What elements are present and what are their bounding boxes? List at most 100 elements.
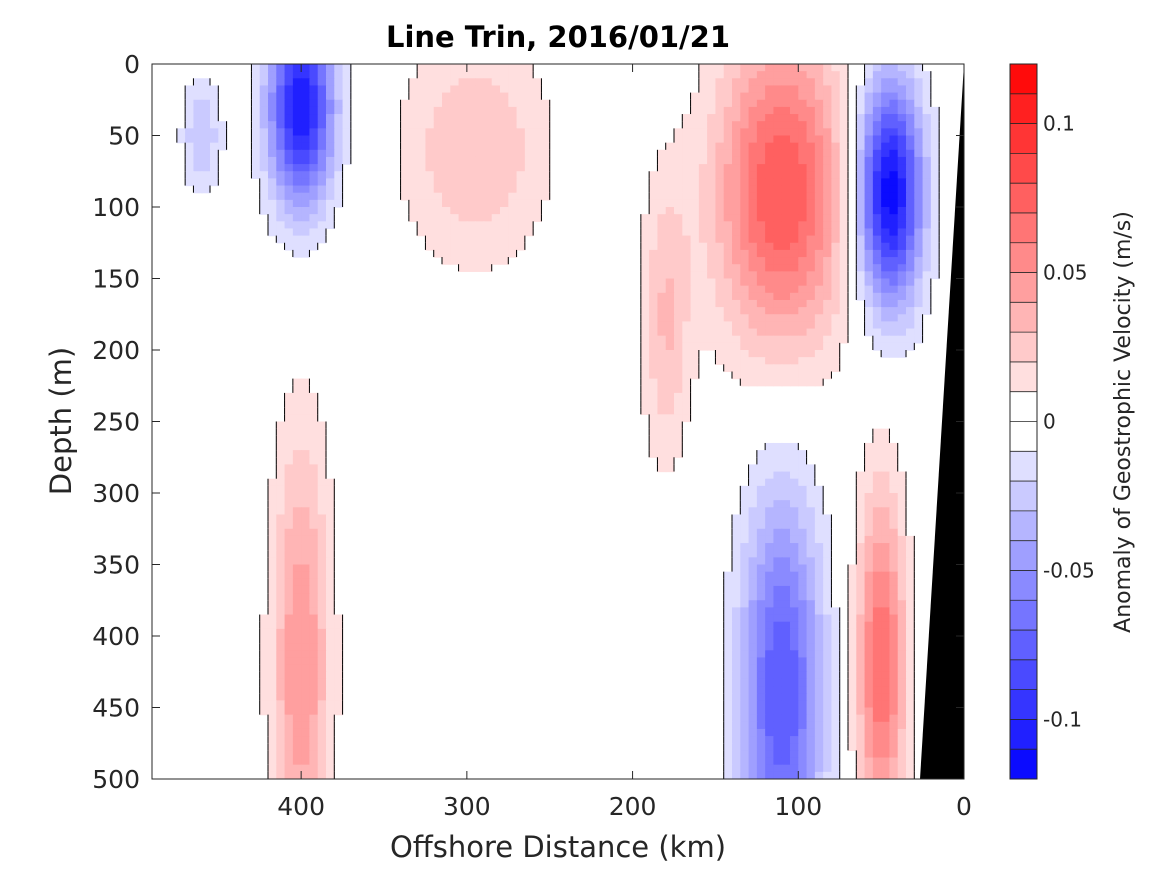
field-cell bbox=[864, 564, 874, 573]
field-cell bbox=[740, 650, 750, 659]
field-cell bbox=[732, 700, 741, 709]
field-cell bbox=[798, 564, 808, 573]
field-cell bbox=[284, 578, 294, 587]
field-cell bbox=[773, 543, 783, 551]
field-cell bbox=[458, 128, 468, 137]
field-cell bbox=[317, 164, 327, 172]
field-cell bbox=[301, 528, 311, 537]
field-cell bbox=[790, 485, 799, 494]
field-cell bbox=[740, 228, 750, 237]
field-cell bbox=[765, 521, 775, 530]
field-cell bbox=[756, 342, 766, 351]
field-cell bbox=[790, 364, 799, 373]
field-cell bbox=[317, 664, 327, 673]
field-cell bbox=[872, 478, 882, 487]
field-cell bbox=[707, 121, 717, 129]
field-cell bbox=[417, 221, 427, 230]
field-cell bbox=[864, 686, 874, 694]
field-cell bbox=[732, 678, 741, 687]
field-cell bbox=[856, 557, 866, 566]
field-cell bbox=[524, 135, 534, 144]
field-cell bbox=[723, 600, 733, 608]
field-cell bbox=[732, 106, 741, 115]
field-cell bbox=[317, 114, 327, 122]
field-cell bbox=[781, 264, 791, 272]
field-cell bbox=[765, 764, 775, 773]
field-cell bbox=[466, 99, 476, 108]
field-cell bbox=[326, 99, 335, 108]
field-cell bbox=[301, 564, 311, 573]
field-cell bbox=[897, 299, 907, 308]
field-cell bbox=[872, 106, 882, 115]
field-cell bbox=[690, 350, 700, 358]
field-cell bbox=[516, 142, 526, 151]
field-cell bbox=[301, 185, 311, 194]
field-cell bbox=[665, 285, 675, 294]
field-cell bbox=[914, 328, 924, 337]
field-cell bbox=[864, 700, 874, 709]
field-cell bbox=[897, 314, 907, 322]
field-cell bbox=[682, 242, 692, 251]
field-cell bbox=[707, 335, 717, 344]
field-cell bbox=[649, 271, 659, 280]
field-cell bbox=[682, 207, 692, 215]
field-cell bbox=[897, 621, 907, 630]
field-cell bbox=[790, 156, 799, 165]
field-cell bbox=[640, 342, 650, 351]
field-cell bbox=[889, 693, 899, 701]
field-cell bbox=[417, 78, 427, 87]
field-cell bbox=[881, 650, 891, 659]
field-cell bbox=[408, 128, 418, 137]
field-cell bbox=[881, 764, 891, 773]
field-cell bbox=[889, 500, 899, 508]
field-cell bbox=[756, 643, 766, 651]
field-cell bbox=[781, 156, 791, 165]
field-cell bbox=[765, 771, 775, 779]
field-cell bbox=[707, 128, 717, 137]
field-cell bbox=[765, 192, 775, 201]
field-cell bbox=[765, 621, 775, 630]
field-cell bbox=[193, 85, 203, 94]
field-cell bbox=[906, 757, 915, 766]
field-cell bbox=[781, 106, 791, 115]
field-cell bbox=[665, 314, 675, 322]
field-cell bbox=[732, 557, 741, 566]
field-cell bbox=[732, 664, 741, 673]
field-cell bbox=[723, 364, 733, 373]
field-cell bbox=[864, 314, 874, 322]
field-cell bbox=[748, 78, 758, 87]
field-cell bbox=[765, 535, 775, 544]
field-cell bbox=[906, 128, 915, 137]
field-cell bbox=[508, 221, 518, 230]
field-cell bbox=[756, 299, 766, 308]
field-cell bbox=[748, 543, 758, 551]
field-cell bbox=[773, 464, 783, 473]
field-cell bbox=[649, 192, 659, 201]
field-cell bbox=[740, 378, 750, 387]
field-cell bbox=[732, 78, 741, 87]
field-cell bbox=[425, 106, 435, 115]
field-cell bbox=[715, 278, 725, 287]
field-cell bbox=[881, 257, 891, 265]
field-cell bbox=[798, 478, 808, 487]
field-cell bbox=[930, 135, 940, 144]
field-cell bbox=[268, 128, 277, 137]
field-cell bbox=[723, 664, 733, 673]
field-cell bbox=[814, 657, 824, 666]
field-cell bbox=[881, 757, 891, 766]
field-cell bbox=[334, 71, 344, 79]
field-cell bbox=[649, 328, 659, 337]
field-cell bbox=[334, 650, 344, 659]
field-cell bbox=[317, 707, 327, 716]
field-cell bbox=[201, 149, 211, 158]
field-cell bbox=[259, 199, 269, 208]
field-cell bbox=[831, 328, 841, 337]
field-cell bbox=[823, 71, 833, 79]
field-cell bbox=[872, 707, 882, 716]
field-cell bbox=[831, 135, 841, 144]
field-cell bbox=[326, 614, 335, 623]
field-cell bbox=[342, 78, 352, 87]
field-cell bbox=[790, 371, 799, 380]
field-cell bbox=[806, 164, 816, 172]
field-cell bbox=[475, 142, 485, 151]
